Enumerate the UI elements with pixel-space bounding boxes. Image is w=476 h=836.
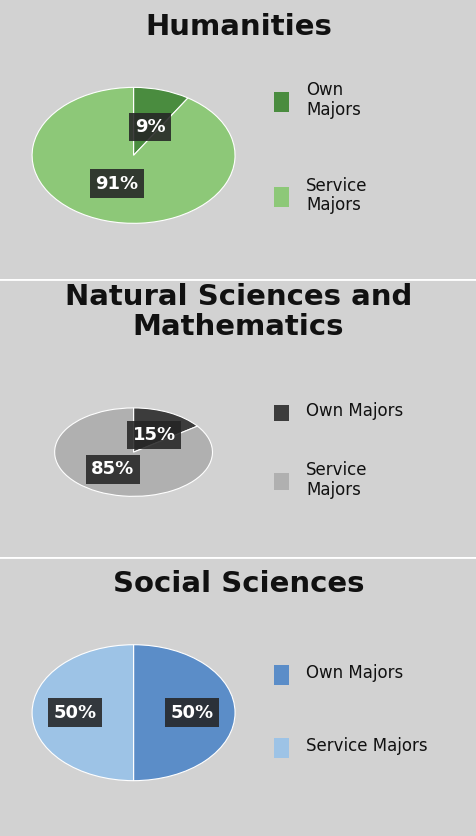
- Text: Humanities: Humanities: [145, 13, 331, 40]
- Wedge shape: [133, 408, 197, 452]
- Text: Service
Majors: Service Majors: [306, 176, 367, 214]
- Text: 9%: 9%: [134, 118, 165, 136]
- Bar: [274, 665, 289, 685]
- Text: 15%: 15%: [132, 426, 176, 444]
- Bar: [274, 738, 289, 758]
- Bar: [274, 405, 289, 421]
- Text: Own Majors: Own Majors: [306, 402, 403, 421]
- Text: Own Majors: Own Majors: [306, 664, 403, 682]
- Text: 85%: 85%: [91, 461, 134, 478]
- Wedge shape: [32, 88, 235, 223]
- Text: Social Sciences: Social Sciences: [112, 570, 364, 598]
- Bar: [274, 92, 289, 112]
- Text: Natural Sciences and
Mathematics: Natural Sciences and Mathematics: [65, 283, 411, 341]
- Wedge shape: [133, 88, 188, 155]
- Text: Own
Majors: Own Majors: [306, 81, 360, 119]
- Wedge shape: [55, 408, 212, 497]
- Text: 50%: 50%: [53, 704, 96, 721]
- Bar: [274, 473, 289, 490]
- Text: 50%: 50%: [170, 704, 214, 721]
- Wedge shape: [133, 645, 235, 781]
- Text: 91%: 91%: [95, 175, 139, 193]
- Bar: [274, 187, 289, 207]
- Text: Service Majors: Service Majors: [306, 737, 427, 755]
- Text: Service
Majors: Service Majors: [306, 461, 367, 498]
- Wedge shape: [32, 645, 133, 781]
